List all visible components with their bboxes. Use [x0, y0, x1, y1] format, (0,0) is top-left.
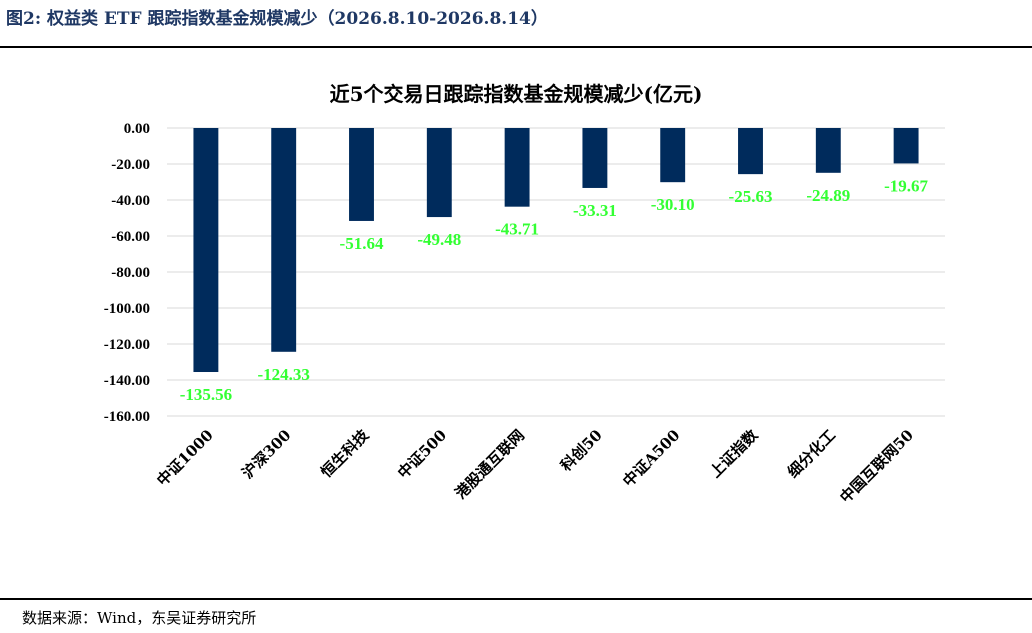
bar	[271, 128, 297, 352]
y-tick-label: -40.00	[111, 193, 150, 209]
y-axis-ticks: 0.00 -20.00 -40.00 -60.00 -80.00 -100.00 -120.…	[104, 121, 150, 425]
data-label: -43.71	[495, 220, 539, 239]
bar	[660, 128, 686, 183]
bar	[193, 128, 219, 373]
x-tick-label: 中证500	[394, 426, 450, 482]
x-tick-label: 沪深300	[238, 426, 294, 482]
data-label: -25.63	[729, 187, 773, 206]
data-label: -19.67	[884, 176, 928, 195]
bottom-rule	[0, 598, 1032, 600]
x-tick-label: 港股通互联网	[452, 426, 528, 502]
x-tick-label: 中证1000	[153, 426, 216, 489]
grid-layer	[167, 127, 945, 417]
data-label: -33.31	[573, 201, 617, 220]
data-label: -24.89	[806, 186, 850, 205]
y-tick-label: -120.00	[104, 337, 150, 353]
y-tick-label: -80.00	[111, 265, 150, 281]
y-tick-label: -140.00	[104, 373, 150, 389]
x-tick-label: 细分化工	[784, 426, 839, 481]
bar	[349, 128, 374, 221]
y-tick-label: -100.00	[104, 301, 150, 317]
x-axis-ticks: 中证1000 沪深300 恒生科技 中证500 港股通互联网 科创50 中证A500 上证指数…	[153, 425, 917, 506]
bar	[582, 128, 608, 188]
top-rule	[0, 46, 1032, 48]
data-label-layer: -135.56 -124.33 -51.64 -49.48 -43.71 -33.31 -3…	[180, 176, 929, 404]
data-label: -30.10	[651, 195, 695, 214]
data-label: -135.56	[180, 385, 232, 404]
data-label: -51.64	[340, 234, 384, 253]
x-tick-label: 中证A500	[619, 426, 683, 490]
source-note: 数据来源：Wind，东吴证券研究所	[22, 609, 257, 627]
chart-title: 近5个交易日跟踪指数基金规模减少(亿元)	[330, 82, 703, 106]
bar	[893, 128, 919, 164]
x-tick-label: 恒生科技	[317, 425, 373, 481]
bar	[738, 128, 763, 175]
x-tick-label: 中国互联网50	[836, 426, 917, 507]
bar-layer	[193, 128, 919, 373]
bar	[426, 128, 452, 218]
x-tick-label: 上证指数	[706, 425, 762, 481]
figure-caption: 图2: 权益类 ETF 跟踪指数基金规模减少（2026.8.10-2026.8.…	[6, 9, 548, 29]
data-label: -124.33	[257, 365, 309, 384]
data-label: -49.48	[417, 230, 461, 249]
x-tick-label: 科创50	[557, 426, 606, 475]
y-tick-label: -20.00	[111, 157, 150, 173]
bar	[504, 128, 530, 207]
y-tick-label: 0.00	[124, 121, 150, 137]
bar	[815, 128, 841, 173]
y-tick-label: -160.00	[104, 409, 150, 425]
y-tick-label: -60.00	[111, 229, 150, 245]
